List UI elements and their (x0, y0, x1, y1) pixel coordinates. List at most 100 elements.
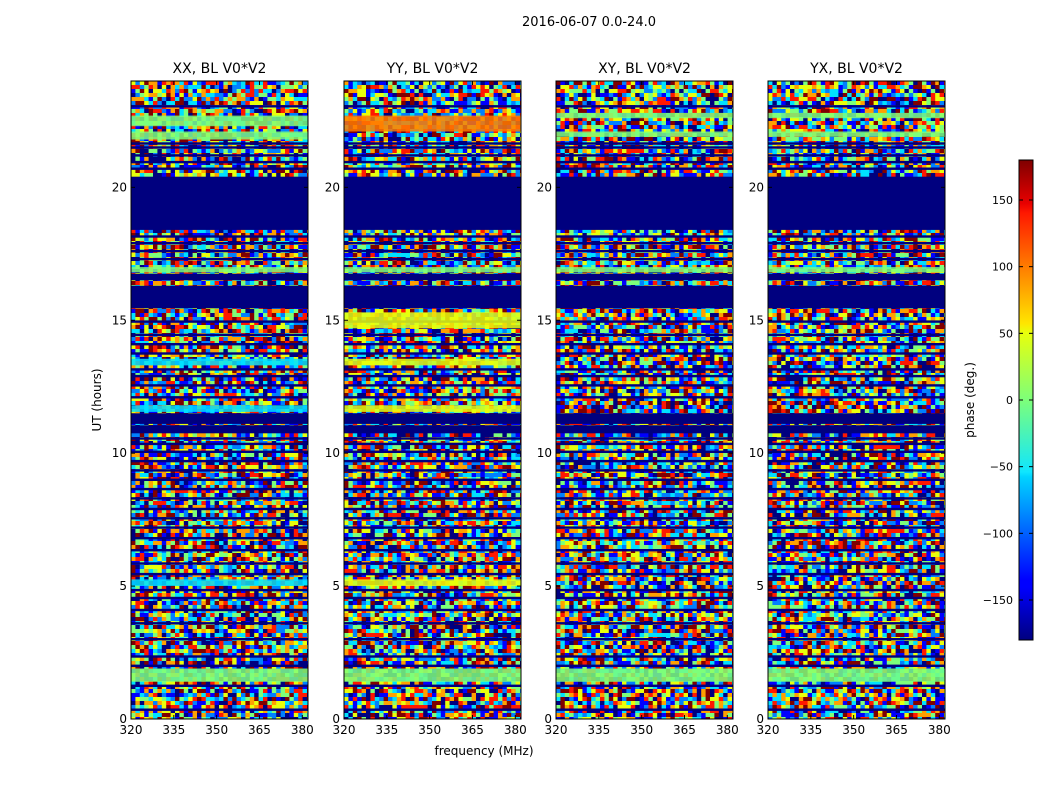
flag-line (556, 469, 733, 472)
flag-line (131, 142, 308, 145)
flag-line (131, 469, 308, 472)
flag-line (556, 167, 733, 170)
heatmap-band (131, 405, 308, 412)
heatmap-band (344, 405, 521, 412)
flag-line (131, 596, 308, 600)
panel-image-3 (768, 81, 945, 719)
x-tick-label: 380 (504, 723, 527, 737)
flag-line (556, 384, 733, 387)
flag-line (131, 622, 308, 625)
flag-line (131, 497, 308, 500)
flag-line (131, 487, 308, 491)
y-tick-label: 15 (749, 313, 764, 327)
heatmap-band (556, 176, 733, 230)
colorbar-tick-label: 150 (992, 194, 1013, 207)
flag-line (344, 537, 521, 540)
flag-line (131, 442, 308, 446)
flag-line (344, 638, 521, 641)
flag-line (768, 478, 945, 481)
flag-line (556, 487, 733, 491)
flag-line (131, 708, 308, 711)
figure-suptitle: 2016-06-07 0.0-24.0 (522, 15, 656, 30)
heatmap-band (768, 112, 945, 119)
flag-line (344, 160, 521, 164)
flag-line (344, 549, 521, 552)
heatmap-band (131, 425, 308, 434)
flag-line (556, 526, 733, 529)
flag-line (768, 343, 945, 346)
heatmap-band (131, 267, 308, 273)
y-tick-label: 20 (325, 180, 340, 194)
flag-line (344, 257, 521, 261)
flag-line (556, 507, 733, 511)
flag-line (556, 352, 733, 355)
flag-line (768, 638, 945, 641)
panel-image-0 (131, 81, 308, 719)
heatmap-band (556, 285, 733, 309)
flag-line (556, 374, 733, 378)
flag-line (344, 146, 521, 149)
y-tick-label: 5 (544, 579, 552, 593)
x-tick-label: 335 (375, 723, 398, 737)
flag-line (556, 608, 733, 612)
flag-line (131, 396, 308, 399)
flag-line (556, 708, 733, 711)
heatmap-band (556, 668, 733, 677)
flag-line (131, 459, 308, 463)
flag-line (768, 655, 945, 658)
heatmap-band (131, 131, 308, 140)
flag-line (768, 352, 945, 355)
flag-line (556, 142, 733, 145)
flag-line (344, 167, 521, 170)
flag-line (131, 146, 308, 149)
heatmap-band (556, 273, 733, 281)
flag-line (344, 507, 521, 511)
heatmap-band (556, 676, 733, 682)
y-tick-label: 0 (756, 712, 764, 726)
colorbar-tick-label: 0 (1006, 394, 1013, 407)
flag-line (131, 450, 308, 453)
flag-line (344, 242, 521, 245)
flag-line (768, 469, 945, 472)
flag-line (344, 154, 521, 157)
flag-line (556, 478, 733, 481)
flag-line (131, 352, 308, 355)
heatmap-band (131, 668, 308, 677)
flag-line (131, 167, 308, 170)
flag-line (344, 655, 521, 658)
x-tick-label: 350 (842, 723, 865, 737)
y-tick-label: 20 (112, 180, 127, 194)
heatmap-band (131, 413, 308, 424)
flag-line (556, 638, 733, 641)
flag-line (344, 469, 521, 472)
flag-line (131, 507, 308, 511)
flag-line (768, 708, 945, 711)
heatmap-band (131, 676, 308, 682)
heatmap-band (131, 115, 308, 127)
y-tick-label: 10 (537, 446, 552, 460)
heatmap-band (131, 176, 308, 230)
x-tick-label: 350 (630, 723, 653, 737)
flag-line (768, 160, 945, 164)
flag-line (768, 333, 945, 337)
x-tick-label: 365 (248, 723, 271, 737)
flag-line (344, 596, 521, 600)
flag-line (131, 320, 308, 323)
flag-line (556, 437, 733, 440)
flag-line (344, 588, 521, 592)
heatmap-band (768, 285, 945, 309)
heatmap-band (768, 131, 945, 137)
y-tick-label: 0 (544, 712, 552, 726)
flag-line (768, 249, 945, 253)
x-tick-label: 335 (587, 723, 610, 737)
flag-line (131, 655, 308, 658)
heatmap-band (344, 285, 521, 309)
colorbar-tick-label: −50 (990, 461, 1013, 474)
flag-line (768, 235, 945, 238)
flag-line (344, 622, 521, 625)
heatmap-band (131, 285, 308, 309)
panel-image-1 (344, 81, 521, 719)
flag-line (131, 664, 308, 667)
